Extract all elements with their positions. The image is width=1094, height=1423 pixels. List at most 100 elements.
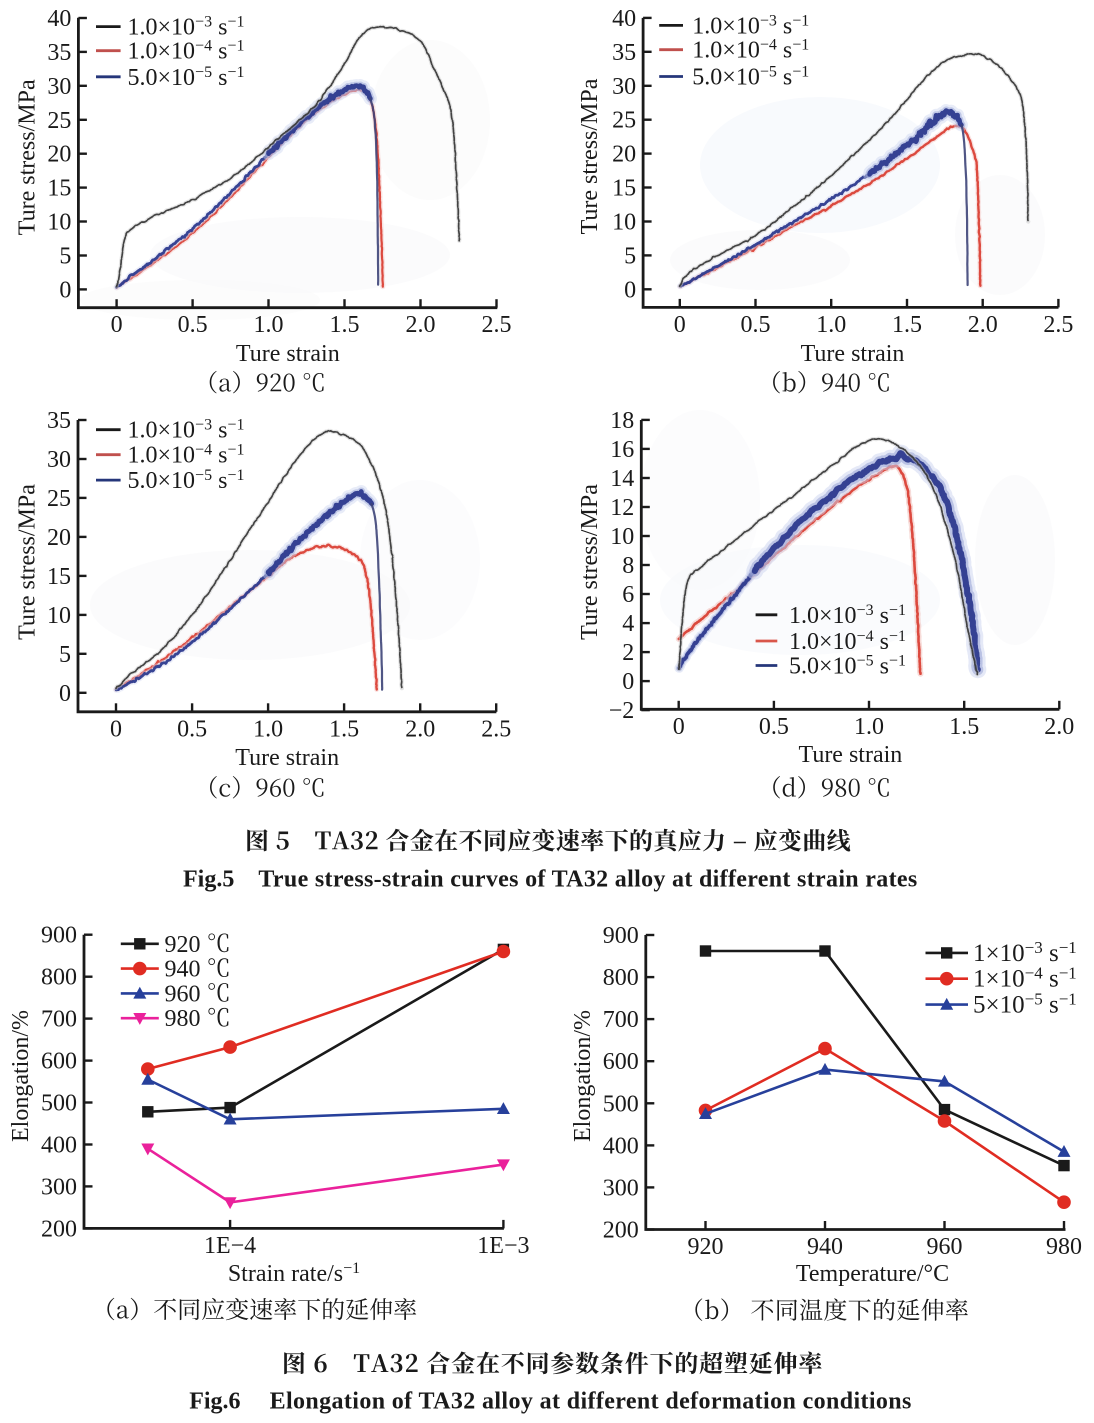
svg-text:16: 16 xyxy=(610,437,634,463)
svg-text:−2: −2 xyxy=(609,698,635,724)
svg-text:30: 30 xyxy=(47,74,71,100)
svg-text:20: 20 xyxy=(47,525,71,551)
svg-text:1.0: 1.0 xyxy=(253,716,283,742)
svg-text:35: 35 xyxy=(47,408,71,434)
svg-text:Ture strain: Ture strain xyxy=(236,341,340,367)
svg-text:20: 20 xyxy=(47,142,71,168)
svg-text:Ture stress/MPa: Ture stress/MPa xyxy=(577,484,603,640)
svg-text:6: 6 xyxy=(622,582,634,608)
svg-text:2.0: 2.0 xyxy=(1044,714,1074,740)
svg-text:8: 8 xyxy=(622,553,634,579)
svg-text:1×10−3 s−1: 1×10−3 s−1 xyxy=(973,938,1077,967)
svg-text:25: 25 xyxy=(47,486,71,512)
svg-text:1E−4: 1E−4 xyxy=(204,1233,256,1259)
svg-text:940: 940 xyxy=(807,1234,843,1260)
svg-text:500: 500 xyxy=(41,1091,77,1117)
svg-text:20: 20 xyxy=(612,142,636,168)
svg-text:0: 0 xyxy=(622,669,634,695)
svg-text:0: 0 xyxy=(110,716,122,742)
svg-text:600: 600 xyxy=(41,1049,77,1075)
svg-text:2: 2 xyxy=(622,640,634,666)
svg-text:35: 35 xyxy=(612,40,636,66)
svg-text:5: 5 xyxy=(59,642,71,668)
svg-text:1.0×10−4 s−1: 1.0×10−4 s−1 xyxy=(128,442,245,469)
svg-text:1E−3: 1E−3 xyxy=(477,1233,529,1259)
svg-text:1.0×10−3 s−1: 1.0×10−3 s−1 xyxy=(789,602,906,629)
svg-text:900: 900 xyxy=(603,923,639,949)
svg-text:1.0×10−4 s−1: 1.0×10−4 s−1 xyxy=(789,628,906,655)
svg-text:920: 920 xyxy=(688,1234,724,1260)
svg-text:Ture strain: Ture strain xyxy=(799,742,903,768)
svg-text:30: 30 xyxy=(612,74,636,100)
svg-text:700: 700 xyxy=(603,1007,639,1033)
svg-text:300: 300 xyxy=(41,1174,77,1200)
svg-text:0: 0 xyxy=(59,277,71,303)
svg-text:1.5: 1.5 xyxy=(949,714,979,740)
svg-text:15: 15 xyxy=(47,564,71,590)
svg-text:800: 800 xyxy=(603,965,639,991)
svg-text:Fig.6: Fig.6 xyxy=(189,1389,240,1415)
svg-text:10: 10 xyxy=(612,210,636,236)
svg-text:Ture stress/MPa: Ture stress/MPa xyxy=(14,484,40,640)
svg-text:1.0: 1.0 xyxy=(254,312,284,338)
svg-text:1.0×10−3 s−1: 1.0×10−3 s−1 xyxy=(692,12,809,39)
svg-text:1.0×10−4 s−1: 1.0×10−4 s−1 xyxy=(128,38,245,65)
svg-text:5.0×10−5 s−1: 5.0×10−5 s−1 xyxy=(789,653,906,680)
svg-text:200: 200 xyxy=(41,1216,77,1242)
svg-text:2.5: 2.5 xyxy=(482,312,512,338)
svg-text:400: 400 xyxy=(41,1133,77,1159)
svg-text:1.0: 1.0 xyxy=(816,312,846,338)
svg-text:Elongation/%: Elongation/% xyxy=(8,1010,34,1142)
svg-text:2.5: 2.5 xyxy=(1043,312,1073,338)
svg-text:Ture strain: Ture strain xyxy=(235,745,339,771)
svg-text:1.0×10−3 s−1: 1.0×10−3 s−1 xyxy=(128,417,245,444)
svg-text:True stress-strain curves of T: True stress-strain curves of TA32 alloy … xyxy=(258,867,917,893)
svg-text:0: 0 xyxy=(674,312,686,338)
svg-text:12: 12 xyxy=(610,495,634,521)
svg-text:Ture stress/MPa: Ture stress/MPa xyxy=(577,78,603,234)
svg-text:25: 25 xyxy=(47,108,71,134)
svg-text:10: 10 xyxy=(610,524,634,550)
svg-text:980: 980 xyxy=(165,1006,201,1032)
svg-text:40: 40 xyxy=(47,6,71,32)
svg-text:5.0×10−5 s−1: 5.0×10−5 s−1 xyxy=(128,64,245,91)
svg-text:1.5: 1.5 xyxy=(330,312,360,338)
svg-text:Elongation/%: Elongation/% xyxy=(570,1010,596,1142)
svg-text:0.5: 0.5 xyxy=(178,312,208,338)
svg-text:1.5: 1.5 xyxy=(329,716,359,742)
svg-text:4: 4 xyxy=(622,611,634,637)
svg-text:900: 900 xyxy=(41,923,77,949)
svg-text:0: 0 xyxy=(111,312,123,338)
svg-text:35: 35 xyxy=(47,40,71,66)
svg-text:200: 200 xyxy=(603,1218,639,1244)
svg-text:2.5: 2.5 xyxy=(481,716,511,742)
svg-text:980: 980 xyxy=(1046,1234,1082,1260)
svg-text:400: 400 xyxy=(603,1133,639,1159)
svg-text:800: 800 xyxy=(41,965,77,991)
svg-text:500: 500 xyxy=(603,1091,639,1117)
svg-text:1.5: 1.5 xyxy=(892,312,922,338)
svg-text:5: 5 xyxy=(624,243,636,269)
svg-text:0: 0 xyxy=(624,277,636,303)
svg-text:Ture strain: Ture strain xyxy=(801,341,905,367)
svg-text:300: 300 xyxy=(603,1175,639,1201)
svg-text:14: 14 xyxy=(610,466,634,492)
svg-text:10: 10 xyxy=(47,603,71,629)
svg-text:18: 18 xyxy=(610,408,634,434)
svg-text:2.0: 2.0 xyxy=(406,312,436,338)
svg-text:0.5: 0.5 xyxy=(741,312,771,338)
svg-text:15: 15 xyxy=(612,176,636,202)
svg-text:40: 40 xyxy=(612,6,636,32)
svg-text:Temperature/°C: Temperature/°C xyxy=(796,1261,949,1287)
svg-text:30: 30 xyxy=(47,447,71,473)
svg-text:25: 25 xyxy=(612,108,636,134)
svg-text:1×10−4 s−1: 1×10−4 s−1 xyxy=(973,964,1077,993)
svg-text:Elongation of TA32 alloy at di: Elongation of TA32 alloy at different de… xyxy=(270,1389,912,1415)
svg-text:1.0×10−4 s−1: 1.0×10−4 s−1 xyxy=(692,37,809,64)
svg-text:0: 0 xyxy=(673,714,685,740)
svg-text:15: 15 xyxy=(47,176,71,202)
svg-text:0: 0 xyxy=(59,681,71,707)
svg-text:2.0: 2.0 xyxy=(968,312,998,338)
svg-text:5.0×10−5 s−1: 5.0×10−5 s−1 xyxy=(692,64,809,91)
svg-text:0.5: 0.5 xyxy=(177,716,207,742)
